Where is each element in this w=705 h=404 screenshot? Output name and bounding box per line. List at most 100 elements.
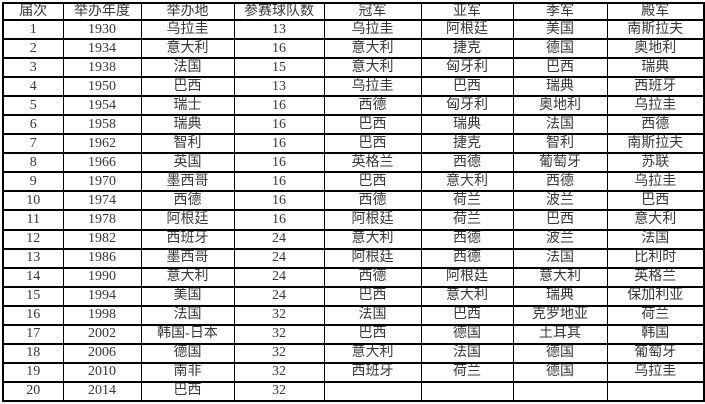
table-cell: 巴西 [323, 171, 422, 193]
table-cell: 1930 [62, 18, 142, 41]
table-cell: 13 [233, 76, 325, 98]
table-row: 20 2014 巴西 32 [2, 380, 705, 403]
table-row: 8 1966 英国 16 英格兰 西德 葡萄牙 苏联 [2, 152, 705, 174]
table-cell: 2010 [62, 361, 142, 383]
table-cell: 1978 [62, 209, 142, 231]
table-cell: 24 [233, 247, 325, 269]
table-cell: 16 [233, 133, 325, 155]
table-cell: 巴西 [140, 380, 235, 403]
table-cell [323, 380, 422, 403]
table-cell: 墨西哥 [140, 247, 235, 269]
table-cell: 32 [233, 380, 325, 403]
table-cell: 巴西 [323, 114, 422, 136]
table-cell: 意大利 [420, 171, 514, 193]
table-cell: 32 [233, 361, 325, 383]
table-cell: 南斯拉夫 [606, 18, 705, 41]
table-cell: 16 [233, 171, 325, 193]
table-cell: 荷兰 [420, 209, 514, 231]
table-cell: 24 [233, 228, 325, 250]
table-cell: 24 [233, 285, 325, 307]
table-cell: 捷克 [420, 133, 514, 155]
table-cell: 波兰 [512, 228, 608, 250]
header-edition: 届次 [2, 2, 64, 21]
table-row: 17 2002 韩国-日本 32 巴西 德国 土耳其 韩国 [2, 323, 705, 345]
table-row: 2 1934 意大利 16 意大利 捷克 德国 奥地利 [2, 38, 705, 60]
table-cell: 1934 [62, 38, 142, 60]
table-cell: 美国 [512, 18, 608, 41]
table-cell: 乌拉圭 [606, 95, 705, 117]
table-cell: 美国 [140, 285, 235, 307]
header-champion: 冠军 [323, 2, 422, 21]
table-cell: 巴西 [606, 190, 705, 212]
table-cell: 荷兰 [420, 190, 514, 212]
table-cell: 4 [2, 76, 64, 98]
table-cell: 南斯拉夫 [606, 133, 705, 155]
table-cell: 乌拉圭 [140, 18, 235, 41]
table-cell: 巴西 [512, 57, 608, 79]
table-cell: 瑞典 [606, 57, 705, 79]
table-row: 11 1978 阿根廷 16 阿根廷 荷兰 巴西 意大利 [2, 209, 705, 231]
table-cell: 保加利亚 [606, 285, 705, 307]
table-cell [606, 380, 705, 403]
table-cell: 乌拉圭 [606, 171, 705, 193]
table-row: 13 1986 墨西哥 24 阿根廷 西德 法国 比利时 [2, 247, 705, 269]
table-cell: 1938 [62, 57, 142, 79]
table-cell: 32 [233, 342, 325, 364]
table-cell: 2014 [62, 380, 142, 403]
table-cell: 匈牙利 [420, 57, 514, 79]
table-row: 1 1930 乌拉圭 13 乌拉圭 阿根廷 美国 南斯拉夫 [2, 18, 705, 41]
table-cell: 1962 [62, 133, 142, 155]
table-cell: 1998 [62, 304, 142, 326]
table-row: 7 1962 智利 16 巴西 捷克 智利 南斯拉夫 [2, 133, 705, 155]
table-cell: 德国 [140, 342, 235, 364]
table-cell: 10 [2, 190, 64, 212]
table-cell: 1982 [62, 228, 142, 250]
table-cell: 荷兰 [420, 361, 514, 383]
table-cell: 巴西 [420, 76, 514, 98]
table-cell: 葡萄牙 [512, 152, 608, 174]
table-cell: 法国 [323, 304, 422, 326]
table-cell: 19 [2, 361, 64, 383]
table-row: 14 1990 意大利 24 西德 阿根廷 意大利 英格兰 [2, 266, 705, 288]
table-cell: 南非 [140, 361, 235, 383]
table-cell: 1970 [62, 171, 142, 193]
table-cell: 18 [2, 342, 64, 364]
header-fourth-place: 殿军 [606, 2, 705, 21]
table-cell: 瑞典 [512, 76, 608, 98]
table-cell: 阿根廷 [420, 18, 514, 41]
table-cell: 瑞典 [420, 114, 514, 136]
table-cell: 意大利 [323, 342, 422, 364]
table-row: 5 1954 瑞士 16 西德 匈牙利 奥地利 乌拉圭 [2, 95, 705, 117]
table-cell: 14 [2, 266, 64, 288]
header-team-count: 参赛球队数 [233, 2, 325, 21]
table-cell: 智利 [140, 133, 235, 155]
table-row: 6 1958 瑞典 16 巴西 瑞典 法国 西德 [2, 114, 705, 136]
table-cell: 奥地利 [512, 95, 608, 117]
table-cell: 巴西 [420, 304, 514, 326]
table-row: 19 2010 南非 32 西班牙 荷兰 德国 乌拉圭 [2, 361, 705, 383]
table-cell: 16 [233, 114, 325, 136]
table-cell: 西德 [420, 228, 514, 250]
table-cell: 1966 [62, 152, 142, 174]
table-cell: 韩国 [606, 323, 705, 345]
table-cell: 德国 [512, 38, 608, 60]
table-cell: 苏联 [606, 152, 705, 174]
table-cell: 巴西 [512, 209, 608, 231]
table-cell: 乌拉圭 [323, 76, 422, 98]
table-cell: 阿根廷 [420, 266, 514, 288]
table-cell: 波兰 [512, 190, 608, 212]
table-cell: 11 [2, 209, 64, 231]
table-cell: 巴西 [140, 76, 235, 98]
header-host: 举办地 [140, 2, 235, 21]
table-cell: 法国 [606, 228, 705, 250]
table-cell: 瑞士 [140, 95, 235, 117]
table-row: 4 1950 巴西 13 乌拉圭 巴西 瑞典 西班牙 [2, 76, 705, 98]
table-cell: 韩国-日本 [140, 323, 235, 345]
table-cell: 9 [2, 171, 64, 193]
table-cell: 德国 [512, 361, 608, 383]
table-cell: 智利 [512, 133, 608, 155]
table-cell: 13 [2, 247, 64, 269]
table-row: 15 1994 美国 24 巴西 意大利 瑞典 保加利亚 [2, 285, 705, 307]
table-cell: 1986 [62, 247, 142, 269]
